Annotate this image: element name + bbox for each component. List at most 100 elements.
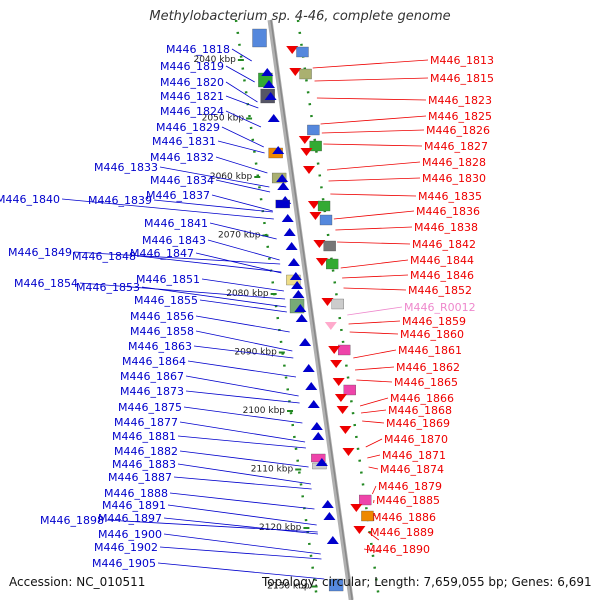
gene-label-right: M446_1825	[428, 110, 492, 123]
gene-connector-right	[353, 349, 397, 359]
scale-label: 2120 kbp	[259, 523, 302, 533]
gene-label-left: M446_1888	[104, 487, 168, 500]
gene-connector-left	[195, 252, 282, 274]
gene-connector-right	[362, 420, 385, 424]
gene-block	[299, 68, 312, 80]
gene-label-right: M446_1835	[418, 190, 482, 203]
gene-label-right: M446_1890	[366, 543, 430, 556]
gene-label-right: M446_1861	[398, 344, 462, 357]
reverse-gene-arrow	[300, 148, 313, 156]
gene-connector-right	[340, 259, 409, 269]
gene-label-right: M446_1859	[402, 315, 466, 328]
gene-label-left: M446_1902	[94, 541, 158, 554]
gene-connector-right	[347, 306, 403, 316]
forward-gene-arrow	[277, 182, 290, 190]
gene-label-right: M446_1865	[394, 376, 458, 389]
gene-connector-right	[356, 379, 393, 383]
gene-label-right: M446_1862	[396, 361, 460, 374]
gene-connector-left	[195, 330, 293, 352]
gene-label-left: M446_1863	[128, 340, 192, 353]
gene-label-right: M446_1866	[390, 392, 454, 405]
gene-label-right: M446_1868	[388, 404, 452, 417]
gene-connector-left	[163, 517, 319, 535]
gene-label-right: M446_1852	[408, 284, 472, 297]
gene-connector-left	[159, 546, 322, 560]
gene-connector-left	[221, 126, 264, 148]
gene-label-left: M446_1820	[160, 76, 224, 89]
gene-label-left: M446_1883	[112, 458, 176, 471]
gene-label-left: M446_1821	[160, 90, 224, 103]
gene-label-right: M446_1886	[372, 511, 436, 524]
forward-gene-arrow	[262, 80, 275, 88]
forward-gene-arrow	[302, 364, 315, 372]
gene-connector-right	[360, 409, 387, 414]
gene-label-left: M446_1900	[98, 528, 162, 541]
gene-label-right: M446_1870	[384, 433, 448, 446]
gene-connector-left	[183, 406, 303, 424]
gene-label-left: M446_1833	[94, 161, 158, 174]
right-scale-track	[296, 19, 381, 600]
gene-block	[296, 46, 309, 58]
gene-block	[311, 453, 326, 463]
reverse-gene-arrow	[339, 426, 352, 434]
gene-connector-right	[363, 548, 381, 553]
forward-gene-arrow	[292, 290, 305, 298]
reverse-gene-arrow	[353, 526, 366, 534]
gene-label-right: M446_1871	[382, 449, 446, 462]
gene-connector-left	[211, 194, 273, 212]
gene-connector-left	[215, 156, 268, 174]
gene-label-left: M446_1818	[166, 43, 230, 56]
gene-connector-left	[207, 239, 280, 261]
gene-connector-right	[359, 397, 389, 407]
gene-label-right: M446_1815	[430, 72, 494, 85]
gene-block	[328, 578, 344, 592]
forward-gene-arrow	[307, 400, 320, 408]
gene-label-left: M446_1854	[14, 277, 78, 290]
gene-connector-left	[209, 222, 277, 240]
forward-gene-arrow	[283, 228, 296, 236]
gene-block	[343, 384, 356, 396]
gene-connector-right	[330, 193, 417, 197]
gene-label-right: M446_1826	[426, 124, 490, 137]
gene-label-right: M446_1838	[414, 221, 478, 234]
gene-label-right: M446_1874	[380, 463, 444, 476]
gene-connector-left	[195, 315, 290, 333]
gene-label-left: M446_1819	[160, 60, 224, 73]
gene-connector-right	[335, 226, 413, 231]
forward-gene-arrow	[291, 281, 304, 289]
gene-block	[323, 240, 336, 252]
gene-connector-left	[185, 375, 299, 397]
gene-connector-right	[321, 129, 425, 134]
gene-label-left: M446_1834	[150, 174, 214, 187]
gene-label-left: M446_1887	[108, 471, 172, 484]
forward-gene-arrow	[281, 214, 294, 222]
forward-gene-arrow	[305, 382, 318, 390]
gene-connector-left	[177, 435, 306, 449]
gene-label-left: M446_1905	[92, 557, 156, 570]
gene-label-left: M446_1849	[8, 246, 72, 259]
forward-gene-arrow	[285, 242, 298, 250]
gene-label-right: M446_1836	[416, 205, 480, 218]
gene-label-left: M446_1839	[88, 194, 152, 207]
right-gene-labels: M446_1813M446_1815M446_1823M446_1825M446…	[312, 54, 494, 556]
forward-gene-arrow	[287, 258, 300, 266]
reverse-gene-arrow	[342, 448, 355, 456]
gene-block	[252, 28, 267, 48]
gene-connector-right	[371, 485, 377, 495]
gene-label-right: M446_1860	[400, 328, 464, 341]
gene-label-left: M446_1877	[114, 416, 178, 429]
gene-connector-left	[137, 255, 282, 273]
gene-connector-right	[348, 320, 401, 325]
gene-label-left: M446_1873	[120, 385, 184, 398]
gene-connector-left	[185, 390, 300, 404]
gene-label-left: M446_1848	[72, 250, 136, 263]
gene-connector-left	[157, 562, 325, 580]
scale-label: 2100 kbp	[243, 406, 286, 416]
gene-connector-right	[314, 77, 429, 82]
scale-label: 2130 kbp	[267, 582, 310, 592]
gene-connector-left	[225, 110, 262, 128]
gene-connector-left	[215, 179, 271, 193]
gene-connector-right	[349, 331, 399, 335]
gene-label-left: M446_1837	[146, 189, 210, 202]
